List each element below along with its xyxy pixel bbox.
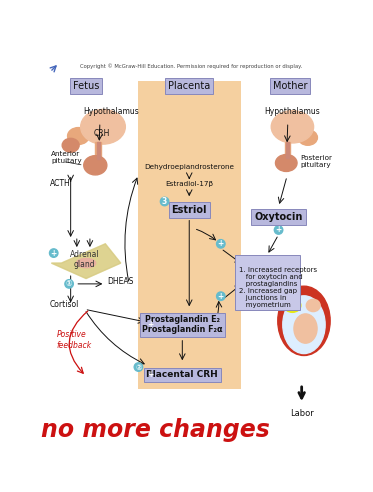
- Text: Labor: Labor: [290, 409, 314, 418]
- Text: Estriol: Estriol: [172, 205, 207, 215]
- Bar: [238, 282, 297, 299]
- Ellipse shape: [283, 296, 325, 354]
- Ellipse shape: [84, 155, 107, 175]
- Bar: [97, 142, 100, 159]
- Ellipse shape: [298, 130, 317, 145]
- Text: Hypothalamus: Hypothalamus: [264, 107, 320, 117]
- Circle shape: [50, 249, 58, 257]
- Text: Posterior
pituitary: Posterior pituitary: [300, 155, 332, 168]
- Text: Placental CRH: Placental CRH: [147, 370, 218, 379]
- Ellipse shape: [284, 299, 301, 312]
- Text: +: +: [51, 248, 57, 258]
- Bar: [95, 142, 101, 161]
- Circle shape: [134, 363, 142, 371]
- Text: ①: ①: [66, 279, 72, 288]
- Text: Cortisol: Cortisol: [50, 300, 79, 309]
- Text: +: +: [147, 320, 153, 329]
- Text: Adrenal
gland: Adrenal gland: [70, 249, 99, 269]
- Polygon shape: [51, 244, 121, 278]
- Text: 1. Increased receptors
   for oxytocin and
   prostaglandins
2. Increased gap
  : 1. Increased receptors for oxytocin and …: [238, 267, 317, 308]
- Text: Anterior
pituitary: Anterior pituitary: [51, 151, 82, 164]
- Circle shape: [217, 292, 225, 301]
- Polygon shape: [51, 244, 121, 278]
- Circle shape: [65, 279, 73, 288]
- Text: Positive
feedback: Positive feedback: [57, 331, 92, 350]
- Text: DHEAS: DHEAS: [108, 277, 134, 286]
- Ellipse shape: [76, 258, 96, 268]
- Ellipse shape: [276, 154, 297, 171]
- Text: Estradiol-17β: Estradiol-17β: [165, 181, 213, 187]
- Ellipse shape: [278, 286, 330, 356]
- Text: Mother: Mother: [273, 81, 307, 91]
- Text: 3: 3: [162, 197, 167, 206]
- Text: +: +: [147, 370, 153, 379]
- Circle shape: [160, 197, 169, 206]
- Text: +: +: [218, 292, 224, 301]
- Circle shape: [146, 370, 154, 379]
- Text: no more changes: no more changes: [41, 418, 270, 442]
- Text: Dehydroepiandrosterone: Dehydroepiandrosterone: [144, 164, 234, 170]
- Ellipse shape: [81, 110, 125, 144]
- Text: ②: ②: [135, 363, 142, 371]
- Circle shape: [217, 240, 225, 248]
- Text: Placenta: Placenta: [168, 81, 210, 91]
- Ellipse shape: [62, 138, 79, 152]
- Text: Hypothalamus: Hypothalamus: [83, 107, 139, 116]
- Text: ACTH: ACTH: [50, 179, 70, 188]
- Ellipse shape: [68, 127, 89, 145]
- Circle shape: [146, 320, 154, 329]
- FancyBboxPatch shape: [235, 255, 300, 310]
- Text: Prostaglandin E₂
Prostaglandin F₂α: Prostaglandin E₂ Prostaglandin F₂α: [142, 315, 223, 335]
- Bar: [138, 81, 241, 389]
- Ellipse shape: [306, 299, 320, 311]
- Text: +: +: [275, 225, 282, 235]
- Text: +: +: [218, 239, 224, 248]
- Ellipse shape: [294, 314, 317, 343]
- Text: Fetus: Fetus: [73, 81, 99, 91]
- Text: Copyright © McGraw-Hill Education. Permission required for reproduction or displ: Copyright © McGraw-Hill Education. Permi…: [80, 63, 302, 69]
- Text: Oxytocin: Oxytocin: [254, 212, 303, 222]
- Ellipse shape: [271, 111, 314, 143]
- Bar: [285, 142, 290, 159]
- Circle shape: [274, 226, 283, 234]
- Text: CRH: CRH: [94, 129, 110, 138]
- Bar: [286, 142, 289, 157]
